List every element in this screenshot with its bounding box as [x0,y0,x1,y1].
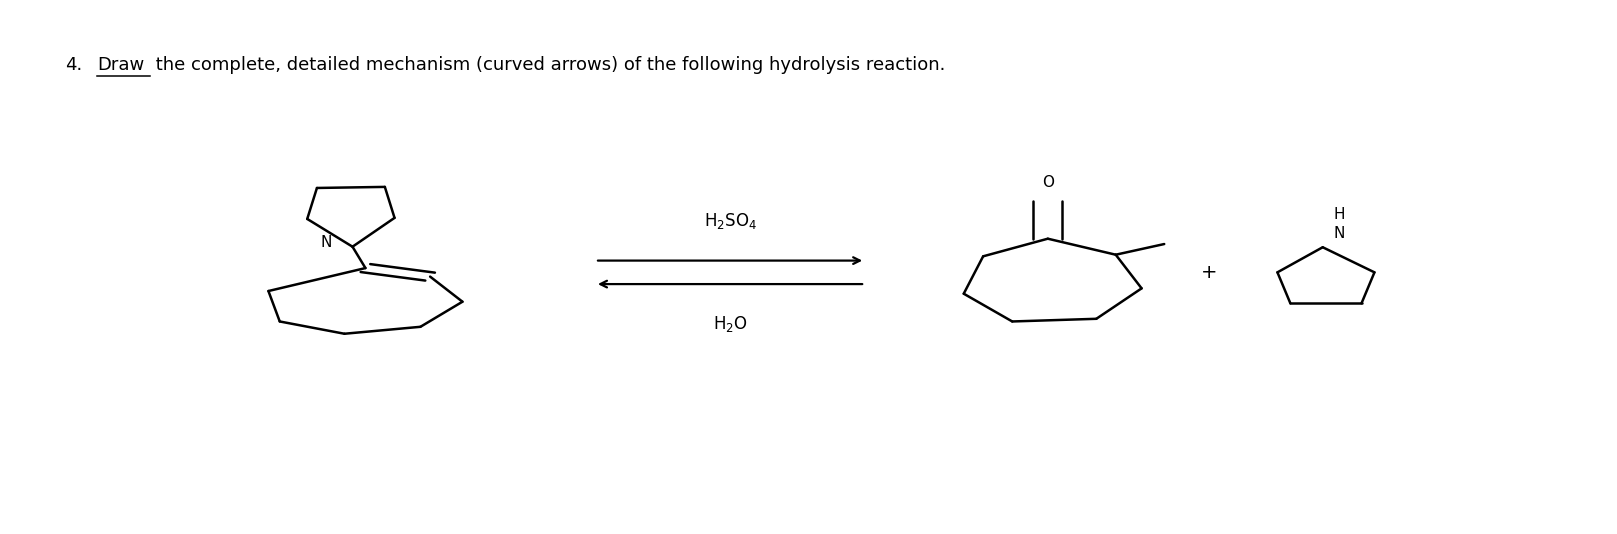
Text: H: H [1332,207,1345,222]
Text: +: + [1201,263,1218,282]
Text: N: N [320,235,333,250]
Text: H$_2$SO$_4$: H$_2$SO$_4$ [703,210,757,231]
Text: H$_2$O: H$_2$O [713,314,747,334]
Text: Draw: Draw [97,56,144,74]
Text: 4.: 4. [65,56,82,74]
Text: O: O [1041,175,1054,190]
Text: the complete, detailed mechanism (curved arrows) of the following hydrolysis rea: the complete, detailed mechanism (curved… [150,56,946,74]
Text: N: N [1332,226,1345,241]
